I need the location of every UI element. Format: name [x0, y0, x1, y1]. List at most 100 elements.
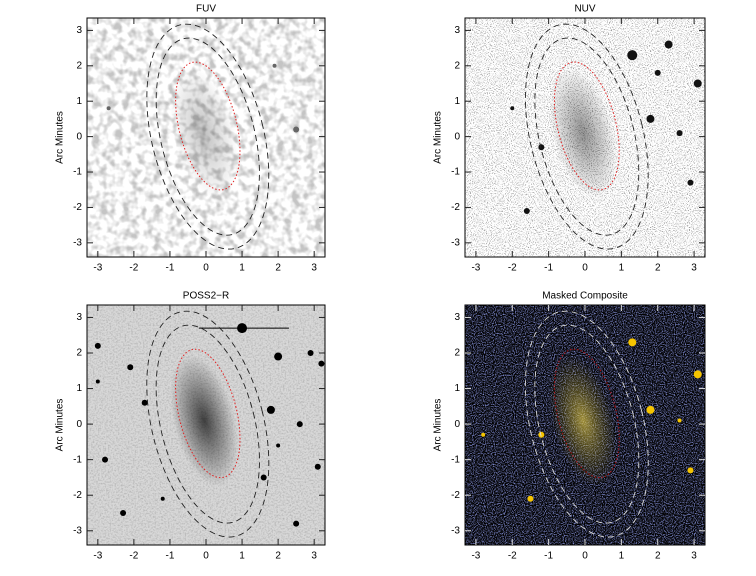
star: [664, 40, 673, 49]
aperture-ellipse: [524, 310, 649, 538]
star: [94, 342, 101, 349]
x-tick-label: 0: [582, 263, 588, 274]
y-tick-label: -3: [73, 525, 82, 536]
star: [654, 69, 661, 76]
star: [646, 114, 655, 123]
x-tick-label: -3: [471, 263, 480, 274]
x-tick-label: -1: [544, 263, 553, 274]
star: [95, 379, 100, 384]
y-tick-label: -2: [451, 490, 460, 501]
x-tick-label: 1: [239, 263, 245, 274]
aperture-ellipse: [534, 37, 640, 236]
galaxy: [170, 354, 239, 487]
y-tick-label: 1: [76, 383, 82, 394]
x-tick-label: -2: [508, 551, 517, 562]
star: [276, 443, 281, 448]
x-tick-label: 2: [275, 551, 281, 562]
x-tick-label: -2: [129, 551, 138, 562]
galaxy: [549, 354, 618, 487]
star: [127, 364, 134, 371]
y-tick-label: 1: [454, 96, 460, 107]
image-panel: [465, 18, 705, 257]
aperture-ellipse: [155, 324, 260, 524]
y-tick-label: 2: [454, 348, 460, 359]
y-tick-label: 0: [454, 131, 460, 142]
y-tick-label: 1: [454, 383, 460, 394]
star: [120, 510, 127, 516]
y-axis-label: Arc Minutes: [55, 111, 66, 164]
y-tick-label: 2: [76, 348, 82, 359]
star: [481, 432, 486, 437]
star: [160, 496, 165, 501]
star: [510, 106, 515, 111]
star: [527, 495, 534, 502]
x-tick-label: -1: [165, 263, 174, 274]
inner-ellipse: [175, 348, 241, 479]
star: [693, 370, 702, 379]
y-tick-label: 0: [76, 131, 82, 142]
x-tick-label: 3: [691, 263, 697, 274]
x-tick-label: 0: [203, 551, 209, 562]
star: [102, 456, 109, 463]
x-tick-label: -3: [471, 551, 480, 562]
aperture-ellipse: [534, 324, 640, 524]
inner-ellipse: [553, 348, 620, 479]
y-axis-label: Arc Minutes: [433, 399, 444, 452]
star: [676, 130, 683, 137]
galaxy: [170, 67, 239, 199]
x-tick-label: -1: [165, 551, 174, 562]
star: [141, 399, 148, 406]
panel-title: FUV: [196, 4, 216, 15]
y-tick-label: 3: [454, 25, 460, 36]
aperture-ellipse: [146, 310, 270, 538]
star: [318, 360, 325, 367]
aperture-ellipse: [155, 37, 260, 236]
x-tick-label: -3: [93, 551, 102, 562]
star: [260, 474, 267, 481]
x-tick-label: 2: [275, 263, 281, 274]
x-tick-label: 3: [311, 263, 317, 274]
y-tick-label: 1: [76, 96, 82, 107]
y-tick-label: 0: [76, 419, 82, 430]
star: [293, 520, 300, 527]
x-tick-label: 0: [582, 551, 588, 562]
galaxy: [549, 67, 618, 199]
y-tick-label: 3: [454, 312, 460, 323]
y-tick-label: -1: [451, 454, 460, 465]
x-tick-label: 1: [619, 263, 625, 274]
y-tick-label: -1: [73, 454, 82, 465]
y-tick-label: -3: [451, 237, 460, 248]
x-tick-label: 0: [203, 263, 209, 274]
x-tick-label: 1: [619, 551, 625, 562]
y-tick-label: -1: [73, 167, 82, 178]
y-tick-label: -3: [451, 525, 460, 536]
x-tick-label: 3: [311, 551, 317, 562]
image-panel: [465, 305, 705, 545]
y-tick-label: -3: [73, 237, 82, 248]
star: [266, 405, 275, 414]
x-tick-label: -3: [93, 263, 102, 274]
y-axis-label: Arc Minutes: [433, 111, 444, 164]
star: [293, 126, 300, 133]
y-tick-label: 0: [454, 419, 460, 430]
y-tick-label: 3: [76, 25, 82, 36]
x-tick-label: 2: [655, 551, 661, 562]
star: [296, 421, 303, 428]
y-axis-label: Arc Minutes: [55, 399, 66, 452]
star: [237, 323, 248, 334]
star: [314, 463, 321, 470]
x-tick-label: 3: [691, 551, 697, 562]
x-tick-label: 1: [239, 551, 245, 562]
y-tick-label: -2: [73, 202, 82, 213]
y-tick-label: -2: [73, 490, 82, 501]
y-tick-label: -1: [451, 167, 460, 178]
panel-title: Masked Composite: [542, 291, 628, 302]
star: [274, 352, 283, 361]
star: [646, 405, 655, 414]
star: [693, 79, 702, 88]
y-tick-label: 2: [76, 60, 82, 71]
star: [307, 350, 314, 356]
x-tick-label: -1: [544, 551, 553, 562]
x-tick-label: -2: [129, 263, 138, 274]
